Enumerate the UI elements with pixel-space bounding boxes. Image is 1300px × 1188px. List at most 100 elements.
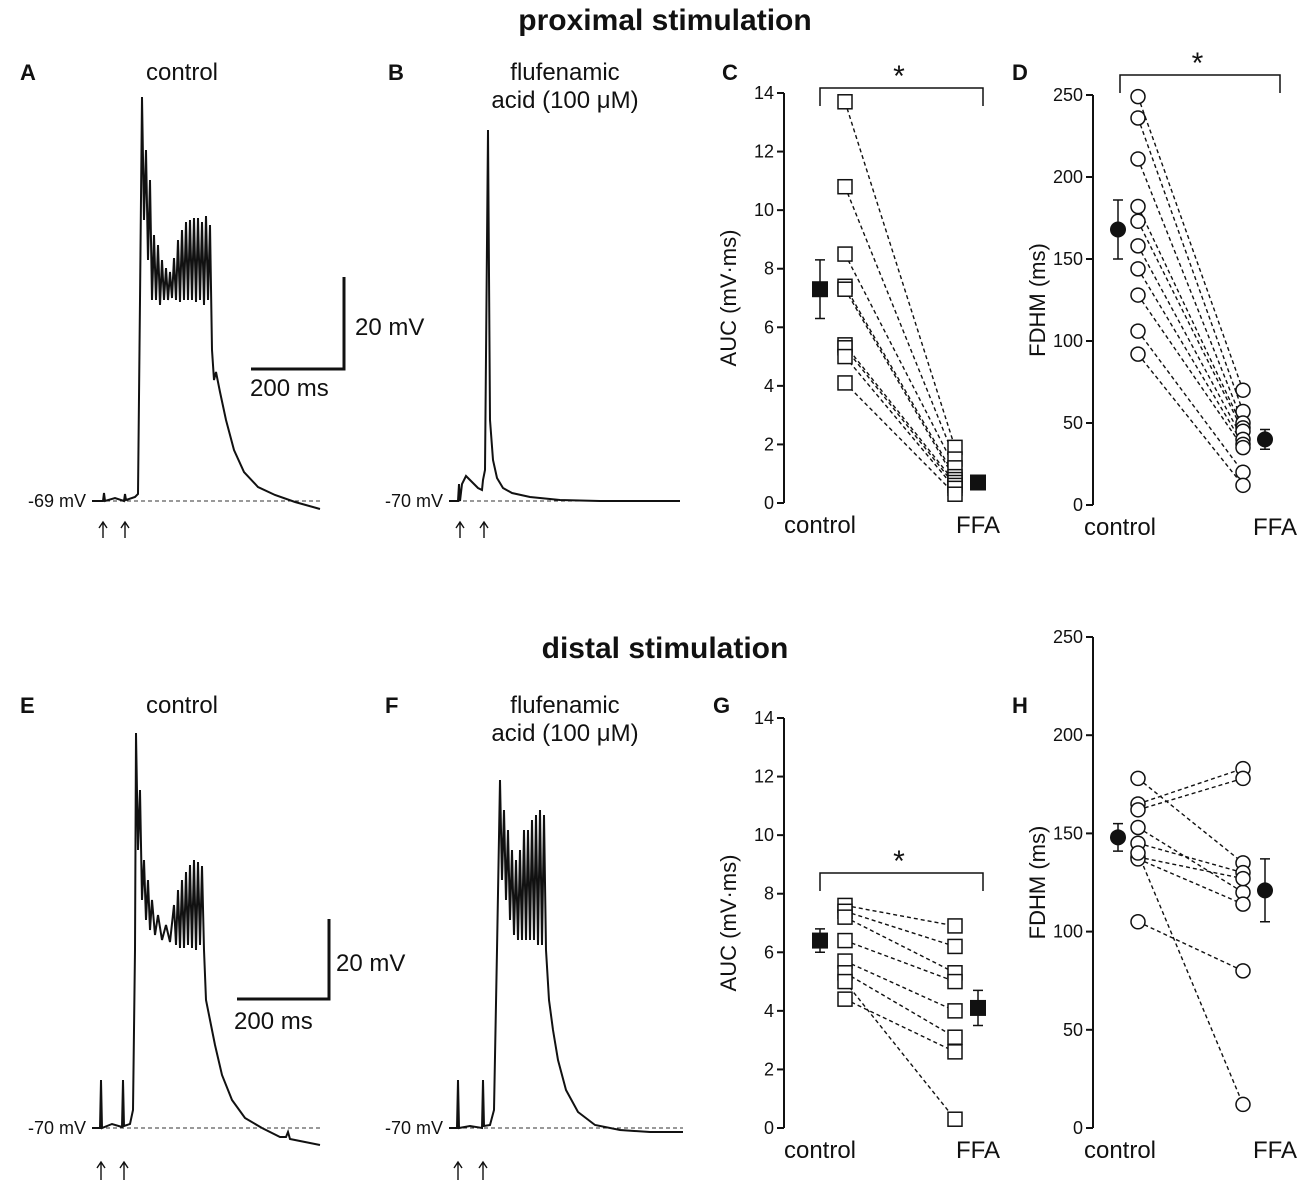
paired-line-c [844,101,956,448]
panel-b-condition-line2: acid (100 μM) [491,87,638,114]
panel-label-b: B [388,60,404,85]
paired-line-d [1137,117,1244,412]
paired-line-g [844,916,956,974]
data-point-control-d [1130,110,1146,126]
paired-line-h [1137,852,1244,1105]
significance-star-d: * [1192,47,1204,80]
paired-line-d [1137,220,1244,432]
mean-marker-ffa-d [1257,431,1273,448]
data-point-control-g [837,973,853,990]
panel-f-condition-line2: acid (100 μM) [491,720,638,747]
data-point-control-d [1130,261,1146,277]
scale-time-top: 200 ms [250,375,329,402]
data-point-ffa-d [1235,382,1251,398]
y-tick-label-h: 50 [1063,1020,1083,1040]
paired-line-c [844,344,956,483]
paired-line-d [1137,353,1244,486]
voltage-trace-f [449,779,683,1133]
data-point-control-d [1130,213,1146,230]
paired-line-c [844,288,956,480]
stim-arrow-b1 [455,520,465,538]
y-tick-label-g: 0 [764,1118,774,1138]
data-point-control-h [1130,770,1146,787]
stim-arrow-f2 [478,1160,488,1180]
scale-voltage-bottom: 20 mV [336,950,405,977]
stim-arrow-a1 [98,520,108,538]
paired-line-c [844,356,956,489]
data-point-ffa-g [947,918,963,934]
data-point-control-c [837,348,853,365]
mean-marker-control-c [812,281,828,298]
paired-line-c [844,382,956,495]
significance-star-g: * [893,845,905,878]
x-category-label-d: control [1084,514,1156,541]
y-axis-label-c: AUC (mV·ms) [716,230,741,367]
y-tick-label-g: 10 [754,825,774,845]
x-category-label-h: control [1084,1137,1156,1164]
y-tick-label-g: 2 [764,1059,774,1079]
y-tick-label-d: 50 [1063,413,1083,433]
paired-line-h [1137,842,1244,874]
data-point-ffa-h [1235,870,1251,887]
y-tick-label-c: 4 [764,376,774,396]
paired-line-g [844,972,956,1038]
panel-label-d: D [1012,60,1028,85]
paired-line-d [1137,158,1244,424]
paired-line-d [1137,245,1244,440]
paired-line-h [1137,777,1244,864]
y-tick-label-d: 250 [1053,85,1083,105]
data-point-control-c [837,178,853,195]
scale-bar-bottom: 20 mV 200 ms [234,919,405,1035]
paired-line-g [844,998,956,1053]
trace-panel-e: -70 mV [28,732,321,1180]
chart-panel-d: D 0 50 100 150 200 250 FDHM (ms) control FFA * [1012,47,1297,541]
chart-panel-g: G 0 2 4 6 8 10 12 14 AUC (mV·ms) control FFA * [713,693,1000,1164]
data-point-ffa-h [1235,770,1251,787]
data-point-control-h [1130,819,1146,836]
mean-marker-ffa-g [970,999,986,1016]
y-tick-label-d: 150 [1053,249,1083,269]
paired-line-h [1137,858,1244,905]
y-tick-label-h: 0 [1073,1118,1083,1138]
baseline-label-e: -70 mV [28,1118,86,1138]
x-category-label-g: control [784,1137,856,1164]
scale-time-bottom: 200 ms [234,1008,313,1035]
data-point-control-c [837,281,853,297]
panel-e-condition: control [146,692,218,719]
paired-line-h [1137,921,1244,972]
data-point-control-d [1130,88,1146,105]
data-point-control-h [1130,802,1146,818]
y-tick-label-g: 8 [764,884,774,904]
data-point-control-c [837,94,853,110]
stim-arrow-f1 [453,1160,463,1180]
paired-line-d [1137,330,1244,473]
panel-label-h: H [1012,693,1028,718]
mean-marker-control-h [1110,829,1126,846]
panel-label-e: E [20,693,35,718]
voltage-trace-e [92,732,321,1146]
data-point-ffa-g [947,973,963,990]
data-point-control-c [837,246,853,262]
paired-line-g [844,904,956,927]
panel-a-condition: control [146,59,218,86]
data-point-ffa-g [947,1044,963,1060]
paired-line-g [844,960,956,1012]
data-point-control-c [837,375,853,391]
y-tick-label-h: 150 [1053,823,1083,843]
paired-line-d [1137,96,1244,391]
data-point-ffa-g [947,1003,963,1019]
panel-b-condition-line1: flufenamic [510,59,619,86]
data-point-ffa-c [947,486,963,502]
stim-arrow-b2 [479,520,489,538]
data-point-ffa-h [1235,963,1251,979]
y-tick-label-h: 250 [1053,627,1083,647]
proximal-title: proximal stimulation [518,4,811,37]
data-point-control-g [837,909,853,925]
chart-panel-h: H 0 50 100 150 200 250 FDHM (ms) control FFA [1012,627,1297,1164]
paired-line-d [1137,206,1244,429]
paired-line-d [1137,268,1244,445]
data-point-control-g [837,991,853,1007]
y-tick-label-d: 0 [1073,495,1083,515]
y-tick-label-g: 14 [754,708,774,728]
